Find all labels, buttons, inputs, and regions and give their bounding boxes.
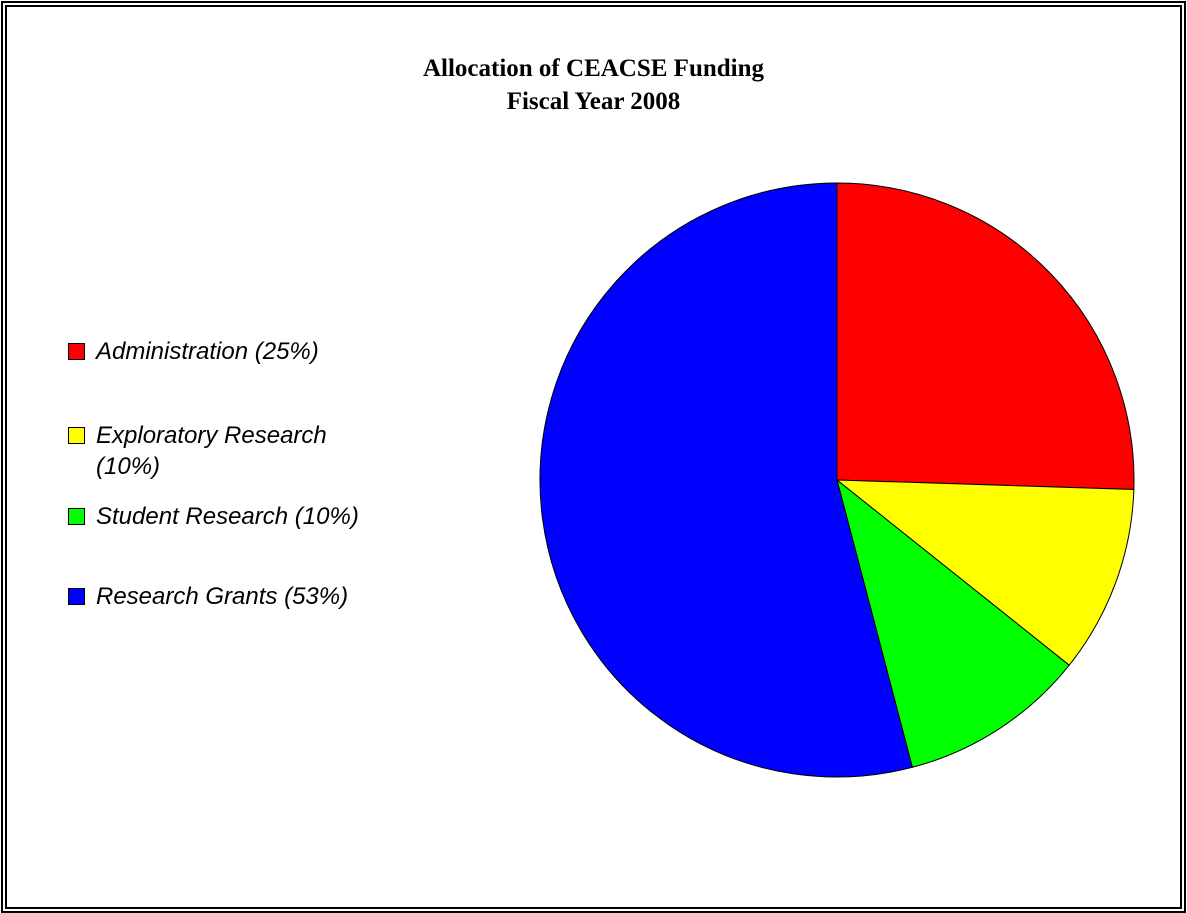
chart-title: Allocation of CEACSE Funding	[422, 55, 765, 82]
pie-slice	[836, 478, 1070, 768]
titles: Allocation of CEACSE Funding Fiscal Year…	[0, 52, 1187, 118]
legend-label: Administration (25%)	[96, 338, 319, 365]
chart-subtitle: Fiscal Year 2008	[506, 88, 681, 115]
pie-slice	[539, 182, 913, 778]
legend-swatch	[68, 343, 85, 360]
pie-slice	[835, 479, 1135, 666]
legend-label: Exploratory Research (10%)	[96, 422, 327, 480]
legend-item: Exploratory Research (10%)	[68, 420, 396, 482]
legend-swatch	[68, 588, 85, 605]
legend-label: Student Research (10%)	[96, 503, 359, 530]
legend-item: Administration (25%)	[68, 336, 456, 367]
legend-swatch	[68, 427, 85, 444]
legend-item: Research Grants (53%)	[68, 581, 456, 612]
legend-item: Student Research (10%)	[68, 501, 456, 532]
pie-slice	[836, 182, 1135, 491]
chart	[539, 182, 1135, 778]
legend-label: Research Grants (53%)	[96, 583, 349, 610]
legend-swatch	[68, 508, 85, 525]
